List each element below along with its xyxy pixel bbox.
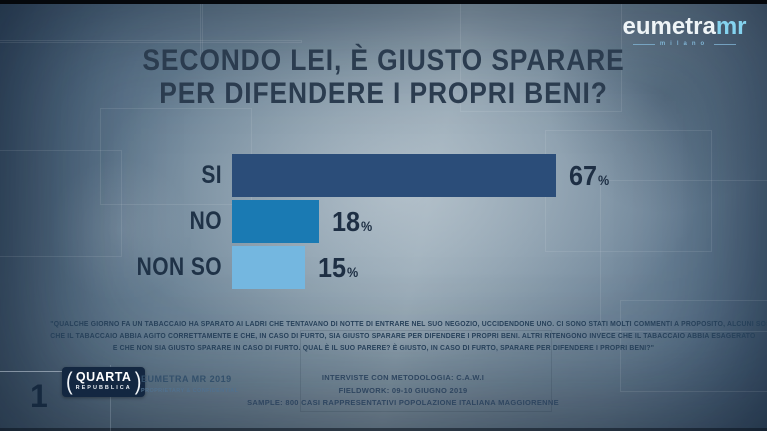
title-line-1: SECONDO LEI, È GIUSTO SPARARE <box>142 44 625 77</box>
badge-subtitle: REPUBBLICA <box>75 384 132 391</box>
note-line-1: "QUALCHE GIORNO FA UN TABACCAIO HA SPARA… <box>50 321 767 328</box>
methodology-block: INTERVISTE CON METODOLOGIA: C.A.W.I FIEL… <box>238 372 568 410</box>
eumetra-logo: eumetramr milano <box>612 14 757 48</box>
badge-paren-open: ( <box>66 368 73 396</box>
eumetra-brand-text: eumetra <box>622 13 716 40</box>
value-number: 15 <box>317 251 346 283</box>
value-label: 15% <box>318 252 358 284</box>
note-line-2: CHE IL TABACCAIO ABBIA AGITO CORRETTAMEN… <box>50 333 756 340</box>
chart-row: NON SO 15% <box>0 246 767 289</box>
category-label: SI <box>201 161 222 189</box>
footer-divider-line <box>0 371 62 372</box>
eumetra-tagline-row: milano <box>612 41 757 47</box>
percent-sign: % <box>598 171 610 188</box>
methodology-line-3: SAMPLE: 800 CASI RAPPRESENTATIVI POPOLAZ… <box>247 398 559 407</box>
percent-sign: % <box>361 217 373 234</box>
source-line-1: EUMETRA MR 2019 <box>141 374 232 384</box>
source-line-2: PROPRIETARY & CONFIDENTIAL <box>141 388 239 394</box>
percent-sign: % <box>346 263 358 280</box>
chart-row: NO 18% <box>0 200 767 243</box>
methodology-line-1: INTERVISTE CON METODOLOGIA: C.A.W.I <box>321 373 485 382</box>
methodology-line-2: FIELDWORK: 09-10 GIUGNO 2019 <box>338 385 468 395</box>
survey-question-note: "QUALCHE GIORNO FA UN TABACCAIO HA SPARA… <box>40 319 767 355</box>
category-label: NON SO <box>136 253 222 281</box>
bar <box>232 200 320 243</box>
title-line-2: PER DIFENDERE I PROPRI BENI? <box>159 77 608 110</box>
quarta-repubblica-logo: ( QUARTA REPUBBLICA ) <box>62 367 146 397</box>
value-number: 18 <box>332 205 361 237</box>
badge-text: QUARTA REPUBBLICA <box>74 369 134 393</box>
eumetra-suffix-text: mr <box>715 13 747 40</box>
page-title: SECONDO LEI, È GIUSTO SPARARE PER DIFEND… <box>0 44 767 110</box>
value-label: 67% <box>569 160 609 192</box>
page-number: 1 <box>30 378 48 414</box>
note-line-3: E CHE NON SIA GIUSTO SPARARE IN CASO DI … <box>112 345 655 352</box>
bar <box>232 154 557 197</box>
badge-title: QUARTA <box>75 369 132 384</box>
badge-paren-close: ) <box>134 368 142 396</box>
value-label: 18% <box>332 206 372 238</box>
source-credit: EUMETRA MR 2019 PROPRIETARY & CONFIDENTI… <box>141 374 238 396</box>
value-number: 67 <box>569 159 598 191</box>
footer-grid-line <box>110 365 111 431</box>
bar-chart: SI 67% NO 18% NON SO 15% <box>0 154 767 292</box>
eumetra-logo-wordmark: eumetramr <box>612 14 757 40</box>
tagline-dash-right <box>714 43 737 45</box>
tagline-dash-left <box>632 43 655 45</box>
chart-row: SI 67% <box>0 154 767 197</box>
bottom-dark-strip <box>0 428 767 431</box>
top-black-strip <box>0 0 767 4</box>
bar <box>232 246 305 289</box>
texture-line <box>0 40 302 43</box>
category-label: NO <box>189 207 222 235</box>
eumetra-tagline: milano <box>659 41 710 47</box>
